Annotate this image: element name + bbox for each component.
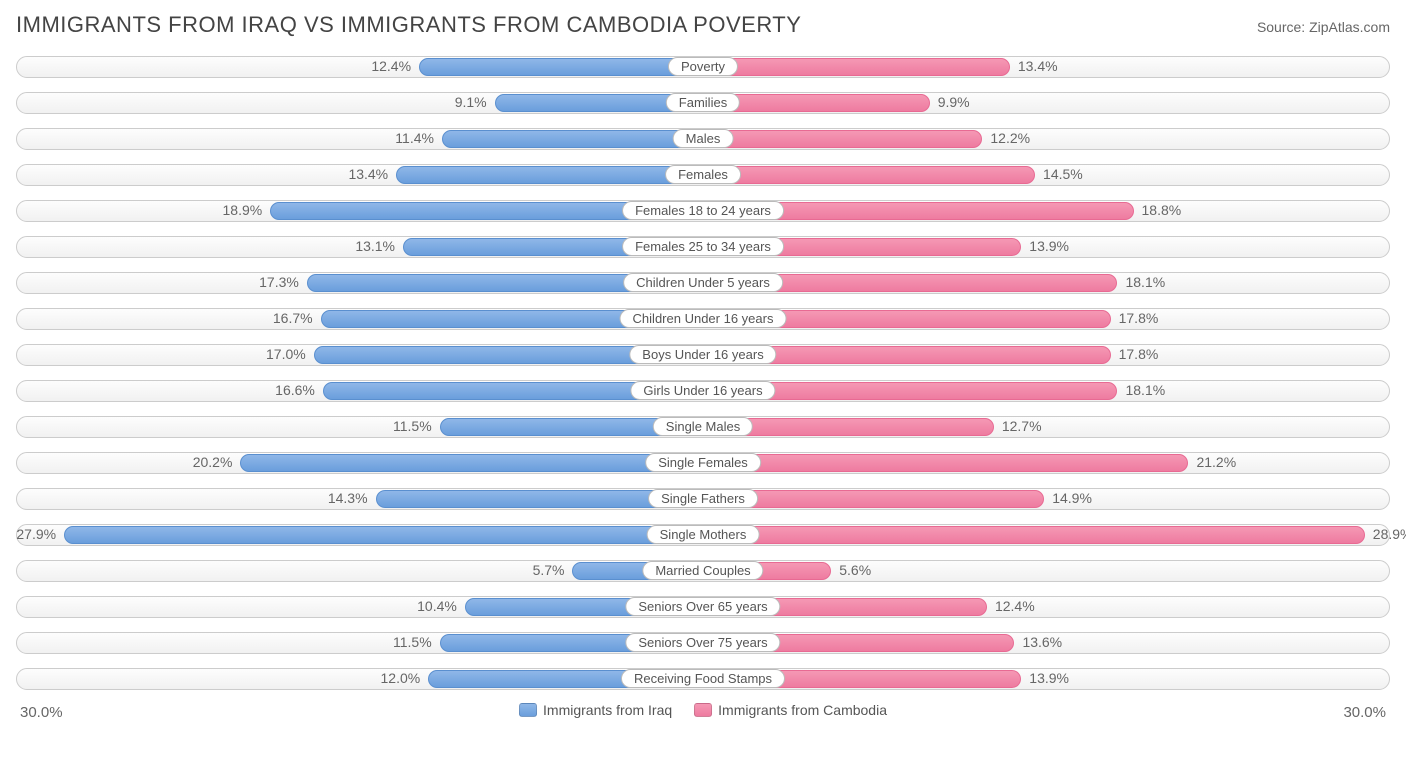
- value-right: 21.2%: [1196, 454, 1236, 470]
- value-left: 13.1%: [355, 238, 395, 254]
- chart-row: 17.0% 17.8% Boys Under 16 years: [16, 338, 1390, 372]
- category-label: Receiving Food Stamps: [621, 669, 785, 688]
- category-label: Single Fathers: [648, 489, 758, 508]
- value-left: 17.3%: [259, 274, 299, 290]
- axis-max-right: 30.0%: [1343, 704, 1386, 721]
- value-left: 12.4%: [371, 58, 411, 74]
- bar-right: [703, 526, 1365, 544]
- chart-row: 11.5% 12.7% Single Males: [16, 410, 1390, 444]
- chart-row: 12.4% 13.4% Poverty: [16, 50, 1390, 84]
- chart-row: 13.4% 14.5% Females: [16, 158, 1390, 192]
- value-left: 12.0%: [381, 670, 421, 686]
- axis-max-left: 30.0%: [20, 704, 63, 721]
- value-right: 28.9%: [1373, 526, 1406, 542]
- bar-right: [703, 58, 1010, 76]
- chart-row: 27.9%28.9%Single Mothers: [16, 518, 1390, 552]
- header: IMMIGRANTS FROM IRAQ VS IMMIGRANTS FROM …: [16, 12, 1390, 38]
- value-left: 11.5%: [393, 634, 432, 650]
- value-right: 9.9%: [938, 94, 970, 110]
- bar-left: [64, 526, 703, 544]
- chart-row: 9.1% 9.9% Families: [16, 86, 1390, 120]
- value-right: 14.5%: [1043, 166, 1083, 182]
- legend-label-left: Immigrants from Iraq: [543, 702, 672, 718]
- category-label: Boys Under 16 years: [629, 345, 776, 364]
- category-label: Poverty: [668, 57, 738, 76]
- value-right: 18.1%: [1125, 274, 1165, 290]
- category-label: Males: [673, 129, 734, 148]
- bar-left: [419, 58, 703, 76]
- category-label: Families: [666, 93, 740, 112]
- value-right: 13.9%: [1029, 238, 1069, 254]
- value-right: 12.7%: [1002, 418, 1042, 434]
- chart-row: 16.7% 17.8% Children Under 16 years: [16, 302, 1390, 336]
- legend-swatch-right: [694, 703, 712, 717]
- bar-right: [703, 130, 982, 148]
- category-label: Single Mothers: [647, 525, 760, 544]
- legend-swatch-left: [519, 703, 537, 717]
- value-right: 13.9%: [1029, 670, 1069, 686]
- category-label: Children Under 5 years: [623, 273, 783, 292]
- chart-row: 11.5% 13.6% Seniors Over 75 years: [16, 626, 1390, 660]
- value-left: 13.4%: [348, 166, 388, 182]
- bar-right: [703, 454, 1188, 472]
- bar-left: [442, 130, 703, 148]
- value-right: 14.9%: [1052, 490, 1092, 506]
- value-right: 12.2%: [990, 130, 1030, 146]
- value-left: 11.4%: [395, 130, 434, 146]
- value-left: 14.3%: [328, 490, 368, 506]
- chart-row: 13.1% 13.9% Females 25 to 34 years: [16, 230, 1390, 264]
- value-left: 20.2%: [193, 454, 233, 470]
- legend-item-right: Immigrants from Cambodia: [694, 702, 887, 718]
- category-label: Married Couples: [642, 561, 763, 580]
- chart-row: 12.0% 13.9% Receiving Food Stamps: [16, 662, 1390, 696]
- value-right: 17.8%: [1119, 310, 1159, 326]
- diverging-bar-chart: 12.4% 13.4% Poverty 9.1% 9.9% Families 11.4% 12…: [16, 50, 1390, 696]
- value-right: 13.4%: [1018, 58, 1058, 74]
- chart-row: 16.6% 18.1% Girls Under 16 years: [16, 374, 1390, 408]
- category-label: Children Under 16 years: [620, 309, 787, 328]
- value-left: 5.7%: [533, 562, 565, 578]
- chart-row: 20.2% 21.2% Single Females: [16, 446, 1390, 480]
- bar-left: [396, 166, 703, 184]
- chart-row: 5.7% 5.6% Married Couples: [16, 554, 1390, 588]
- value-left: 16.6%: [275, 382, 315, 398]
- category-label: Girls Under 16 years: [630, 381, 775, 400]
- value-left: 9.1%: [455, 94, 487, 110]
- chart-row: 17.3% 18.1% Children Under 5 years: [16, 266, 1390, 300]
- value-left: 10.4%: [417, 598, 457, 614]
- category-label: Females: [665, 165, 741, 184]
- category-label: Females 25 to 34 years: [622, 237, 784, 256]
- category-label: Females 18 to 24 years: [622, 201, 784, 220]
- value-right: 17.8%: [1119, 346, 1159, 362]
- value-left: 27.9%: [16, 526, 56, 542]
- value-right: 12.4%: [995, 598, 1035, 614]
- category-label: Single Males: [653, 417, 753, 436]
- chart-row: 18.9% 18.8% Females 18 to 24 years: [16, 194, 1390, 228]
- category-label: Single Females: [645, 453, 761, 472]
- legend-label-right: Immigrants from Cambodia: [718, 702, 887, 718]
- chart-row: 10.4% 12.4% Seniors Over 65 years: [16, 590, 1390, 624]
- category-label: Seniors Over 75 years: [625, 633, 780, 652]
- bar-right: [703, 166, 1035, 184]
- legend: Immigrants from Iraq Immigrants from Cam…: [519, 702, 887, 718]
- value-left: 11.5%: [393, 418, 432, 434]
- value-right: 13.6%: [1022, 634, 1062, 650]
- value-right: 18.8%: [1142, 202, 1182, 218]
- value-right: 18.1%: [1125, 382, 1165, 398]
- value-left: 16.7%: [273, 310, 313, 326]
- chart-row: 11.4% 12.2% Males: [16, 122, 1390, 156]
- source-label: Source: ZipAtlas.com: [1257, 19, 1390, 35]
- value-left: 18.9%: [223, 202, 263, 218]
- chart-title: IMMIGRANTS FROM IRAQ VS IMMIGRANTS FROM …: [16, 12, 801, 38]
- value-right: 5.6%: [839, 562, 871, 578]
- bar-left: [240, 454, 703, 472]
- legend-item-left: Immigrants from Iraq: [519, 702, 672, 718]
- category-label: Seniors Over 65 years: [625, 597, 780, 616]
- chart-row: 14.3% 14.9% Single Fathers: [16, 482, 1390, 516]
- chart-footer: 30.0% Immigrants from Iraq Immigrants fr…: [16, 700, 1390, 730]
- value-left: 17.0%: [266, 346, 306, 362]
